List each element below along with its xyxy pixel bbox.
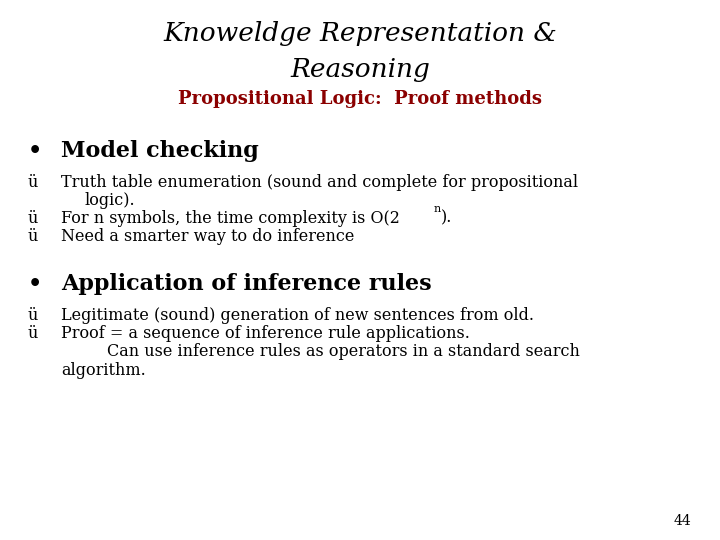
- Text: Need a smarter way to do inference: Need a smarter way to do inference: [61, 228, 354, 245]
- Text: •: •: [27, 273, 42, 295]
- Text: n: n: [433, 204, 441, 214]
- Text: algorithm.: algorithm.: [61, 362, 146, 379]
- Text: ü: ü: [27, 174, 37, 191]
- Text: ü: ü: [27, 228, 37, 245]
- Text: ü: ü: [27, 325, 37, 342]
- Text: ).: ).: [441, 210, 453, 226]
- Text: Proof = a sequence of inference rule applications.: Proof = a sequence of inference rule app…: [61, 325, 470, 342]
- Text: logic).: logic).: [85, 192, 135, 209]
- Text: 44: 44: [673, 514, 691, 528]
- Text: Legitimate (sound) generation of new sentences from old.: Legitimate (sound) generation of new sen…: [61, 307, 534, 323]
- Text: Application of inference rules: Application of inference rules: [61, 273, 432, 295]
- Text: Propositional Logic:  Proof methods: Propositional Logic: Proof methods: [178, 90, 542, 108]
- Text: Truth table enumeration (sound and complete for propositional: Truth table enumeration (sound and compl…: [61, 174, 578, 191]
- Text: •: •: [27, 140, 42, 163]
- Text: Model checking: Model checking: [61, 140, 259, 163]
- Text: Reasoning: Reasoning: [290, 57, 430, 82]
- Text: ü: ü: [27, 307, 37, 323]
- Text: Can use inference rules as operators in a standard search: Can use inference rules as operators in …: [107, 343, 580, 360]
- Text: Knoweldge Representation &: Knoweldge Representation &: [163, 21, 557, 45]
- Text: For n symbols, the time complexity is O(2: For n symbols, the time complexity is O(…: [61, 210, 400, 226]
- Text: ü: ü: [27, 210, 37, 226]
